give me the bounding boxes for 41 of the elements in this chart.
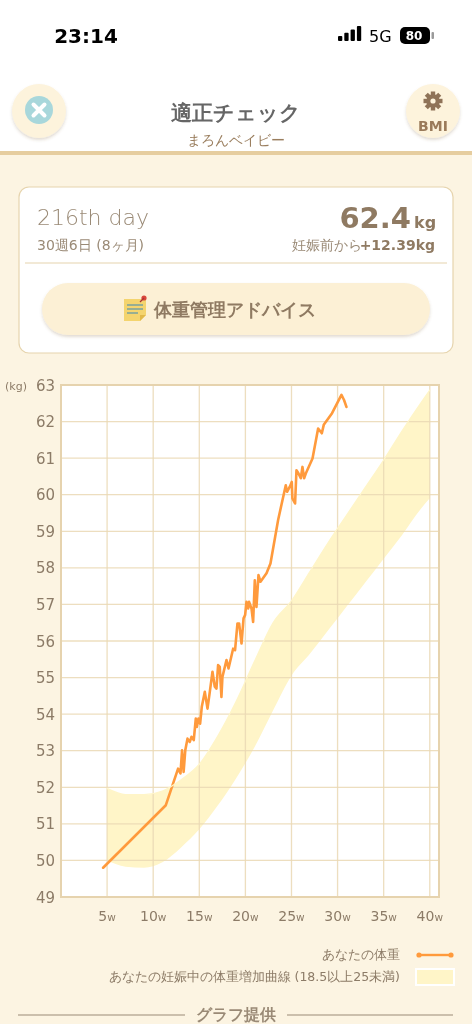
legend-label: あなたの妊娠中の体重増加曲線 (18.5以上25未満)	[108, 969, 400, 984]
y-tick-label: 58	[35, 559, 55, 578]
x-tick-label: 40w	[416, 908, 444, 924]
line-series	[101, 393, 348, 870]
y-tick-label: 50	[35, 851, 55, 870]
text: 30週6日 (8ヶ月)	[37, 237, 145, 253]
legend-label: あなたの体重	[322, 947, 400, 962]
x-tick-label: 5w	[98, 908, 117, 924]
y-tick-label: 62	[35, 413, 55, 432]
text: BMI	[418, 118, 448, 134]
text: 216th day	[37, 205, 150, 230]
x-tick-label: 10w	[139, 908, 167, 924]
text: 23:14	[54, 24, 118, 48]
y-axis-title: (kg)	[5, 380, 27, 393]
y-tick-label: 60	[35, 486, 55, 505]
text: 62.4	[339, 201, 411, 235]
text: +12.39kg	[359, 237, 435, 253]
y-tick-label: 56	[35, 632, 55, 651]
y-tick-label: 52	[35, 778, 55, 797]
y-tick-label: 61	[35, 449, 55, 468]
x-tick-label: 20w	[232, 908, 260, 924]
text: 妊娠前から	[292, 237, 362, 253]
y-tick-label: 59	[35, 522, 55, 541]
y-tick-label: 54	[35, 705, 55, 724]
y-tick-label: 51	[35, 815, 55, 834]
x-tick-label: 25w	[278, 908, 306, 924]
text: kg	[414, 213, 437, 232]
chart-subtitle: まろんベイビー	[187, 132, 285, 148]
text: 80	[405, 29, 423, 43]
y-tick-label: 53	[35, 742, 55, 761]
x-tick-label: 35w	[370, 908, 398, 924]
y-tick-label: 49	[35, 888, 55, 907]
chart-title: 適正チェック	[171, 101, 301, 125]
y-tick-label: 57	[35, 595, 55, 614]
text: 5G	[369, 27, 392, 46]
y-tick-label: 63	[35, 376, 55, 395]
y-tick-label: 55	[35, 669, 55, 688]
text: 体重管理アドバイス	[153, 299, 316, 320]
x-tick-label: 30w	[324, 908, 352, 924]
text: グラフ提供	[196, 1005, 276, 1024]
x-tick-label: 15w	[186, 908, 213, 924]
